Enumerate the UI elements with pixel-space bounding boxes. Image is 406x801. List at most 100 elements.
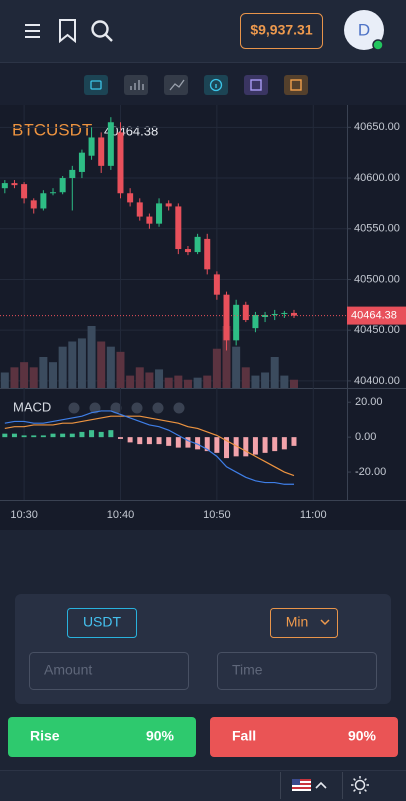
fall-payout: 90% <box>348 728 377 744</box>
currency-button[interactable] <box>67 608 137 638</box>
macd-tick-label: 20.00 <box>355 396 383 408</box>
plot: 10:30 10:40 10:50 11:00 40650.00 40600.00 4055… <box>0 105 406 521</box>
language-chevron[interactable] <box>315 781 327 789</box>
candle-body <box>117 132 124 194</box>
candle-body <box>271 313 278 315</box>
candle-body <box>40 193 47 209</box>
amount-placeholder: Amount <box>44 662 92 678</box>
fall-button[interactable] <box>210 717 398 757</box>
language-flag[interactable] <box>292 779 311 791</box>
amount-input[interactable] <box>29 652 189 690</box>
online-dot <box>372 39 384 51</box>
y-tick-label: 40600.00 <box>354 172 400 184</box>
time-placeholder: Time <box>232 662 263 678</box>
candle-body <box>165 203 172 207</box>
volume-bar <box>222 326 231 388</box>
candle-body <box>1 183 8 189</box>
y-tick-label: 40500.00 <box>354 273 400 285</box>
macd-hist-bar <box>262 437 268 453</box>
volume-bar <box>261 372 270 388</box>
macd-hist-bar <box>204 437 210 452</box>
volume-bar <box>183 379 192 388</box>
macd-title: MACD <box>13 399 51 414</box>
control-icon[interactable] <box>131 402 143 414</box>
macd-hist-bar <box>272 437 278 452</box>
candle-body <box>21 184 28 199</box>
toolbar-bg <box>0 62 406 105</box>
volume-bar <box>116 351 125 388</box>
tool-button[interactable] <box>124 75 148 95</box>
theme-toggle[interactable] <box>351 776 369 794</box>
candle-body <box>233 304 240 341</box>
tool-button[interactable] <box>244 75 268 95</box>
candle-body <box>88 137 95 156</box>
control-icon[interactable] <box>152 402 164 414</box>
x-tick-label: 10:40 <box>107 509 135 521</box>
macd-hist-bar <box>195 437 201 450</box>
candle-body <box>127 193 134 203</box>
macd-hist-bar <box>11 433 17 438</box>
volume-bar <box>251 375 260 388</box>
unit-select[interactable] <box>270 608 338 638</box>
macd-hist-bar <box>31 435 37 438</box>
macd-hist-bar <box>224 437 230 459</box>
symbol: BTCUSDT <box>12 120 92 139</box>
control-icon[interactable] <box>173 402 185 414</box>
macd-hist-bar <box>146 437 152 445</box>
volume-bar <box>135 367 144 388</box>
candle-body <box>78 152 85 172</box>
tool-button[interactable] <box>284 75 308 95</box>
volume-bar <box>20 362 29 388</box>
candle-body <box>136 202 143 217</box>
chevron <box>320 619 330 626</box>
macd-tick-label: 0.00 <box>355 431 376 443</box>
candle-body <box>50 192 57 194</box>
footer-bg <box>0 770 406 801</box>
tool-button[interactable] <box>84 75 108 95</box>
chart-toolbar <box>84 75 308 95</box>
control-icon[interactable] <box>110 402 122 414</box>
candle-body <box>98 137 105 166</box>
volume-bar <box>203 375 212 388</box>
volume-bar <box>49 362 58 388</box>
macd-hist-bar <box>156 437 162 445</box>
volume-bar <box>193 377 202 388</box>
macd-hist-bar <box>2 433 8 438</box>
volume-bar <box>97 341 106 388</box>
candle-body <box>262 314 269 317</box>
macd-hist-bar <box>175 437 181 448</box>
search-icon[interactable] <box>91 20 113 42</box>
candle-body <box>146 216 153 224</box>
macd-hist-bar <box>79 431 85 438</box>
avatar[interactable] <box>344 10 384 50</box>
macd-hist-bar <box>214 437 220 453</box>
macd-hist-bar <box>69 433 75 438</box>
volume-bar <box>289 379 298 388</box>
macd-hist-bar <box>137 437 143 445</box>
rise-button[interactable] <box>8 717 196 757</box>
macd-hist-bar <box>60 433 66 438</box>
volume-bar <box>77 338 86 388</box>
macd-hist-bar <box>233 437 239 457</box>
volume-bar <box>241 367 250 388</box>
macd-hist-bar <box>291 437 297 446</box>
control-icon[interactable] <box>68 402 80 414</box>
macd-hist-bar <box>166 437 172 446</box>
candle-body <box>69 169 76 179</box>
macd-hist-bar <box>89 430 95 438</box>
balance-button[interactable] <box>240 13 323 49</box>
trade-panel <box>15 594 391 704</box>
macd-hist-bar <box>108 430 114 438</box>
candle-body <box>156 203 163 224</box>
time-input[interactable] <box>217 652 377 690</box>
control-icon[interactable] <box>89 402 101 414</box>
menu-icon[interactable] <box>25 24 40 38</box>
bookmark-icon[interactable] <box>59 19 76 44</box>
macd-hist-bar <box>243 437 249 457</box>
volume-bar <box>212 348 221 388</box>
volume-bar <box>232 346 241 388</box>
fall-label: Fall <box>232 728 256 744</box>
volume-bar <box>10 367 19 388</box>
macd-hist-bar <box>50 433 56 438</box>
macd-signal-line <box>4 415 295 477</box>
